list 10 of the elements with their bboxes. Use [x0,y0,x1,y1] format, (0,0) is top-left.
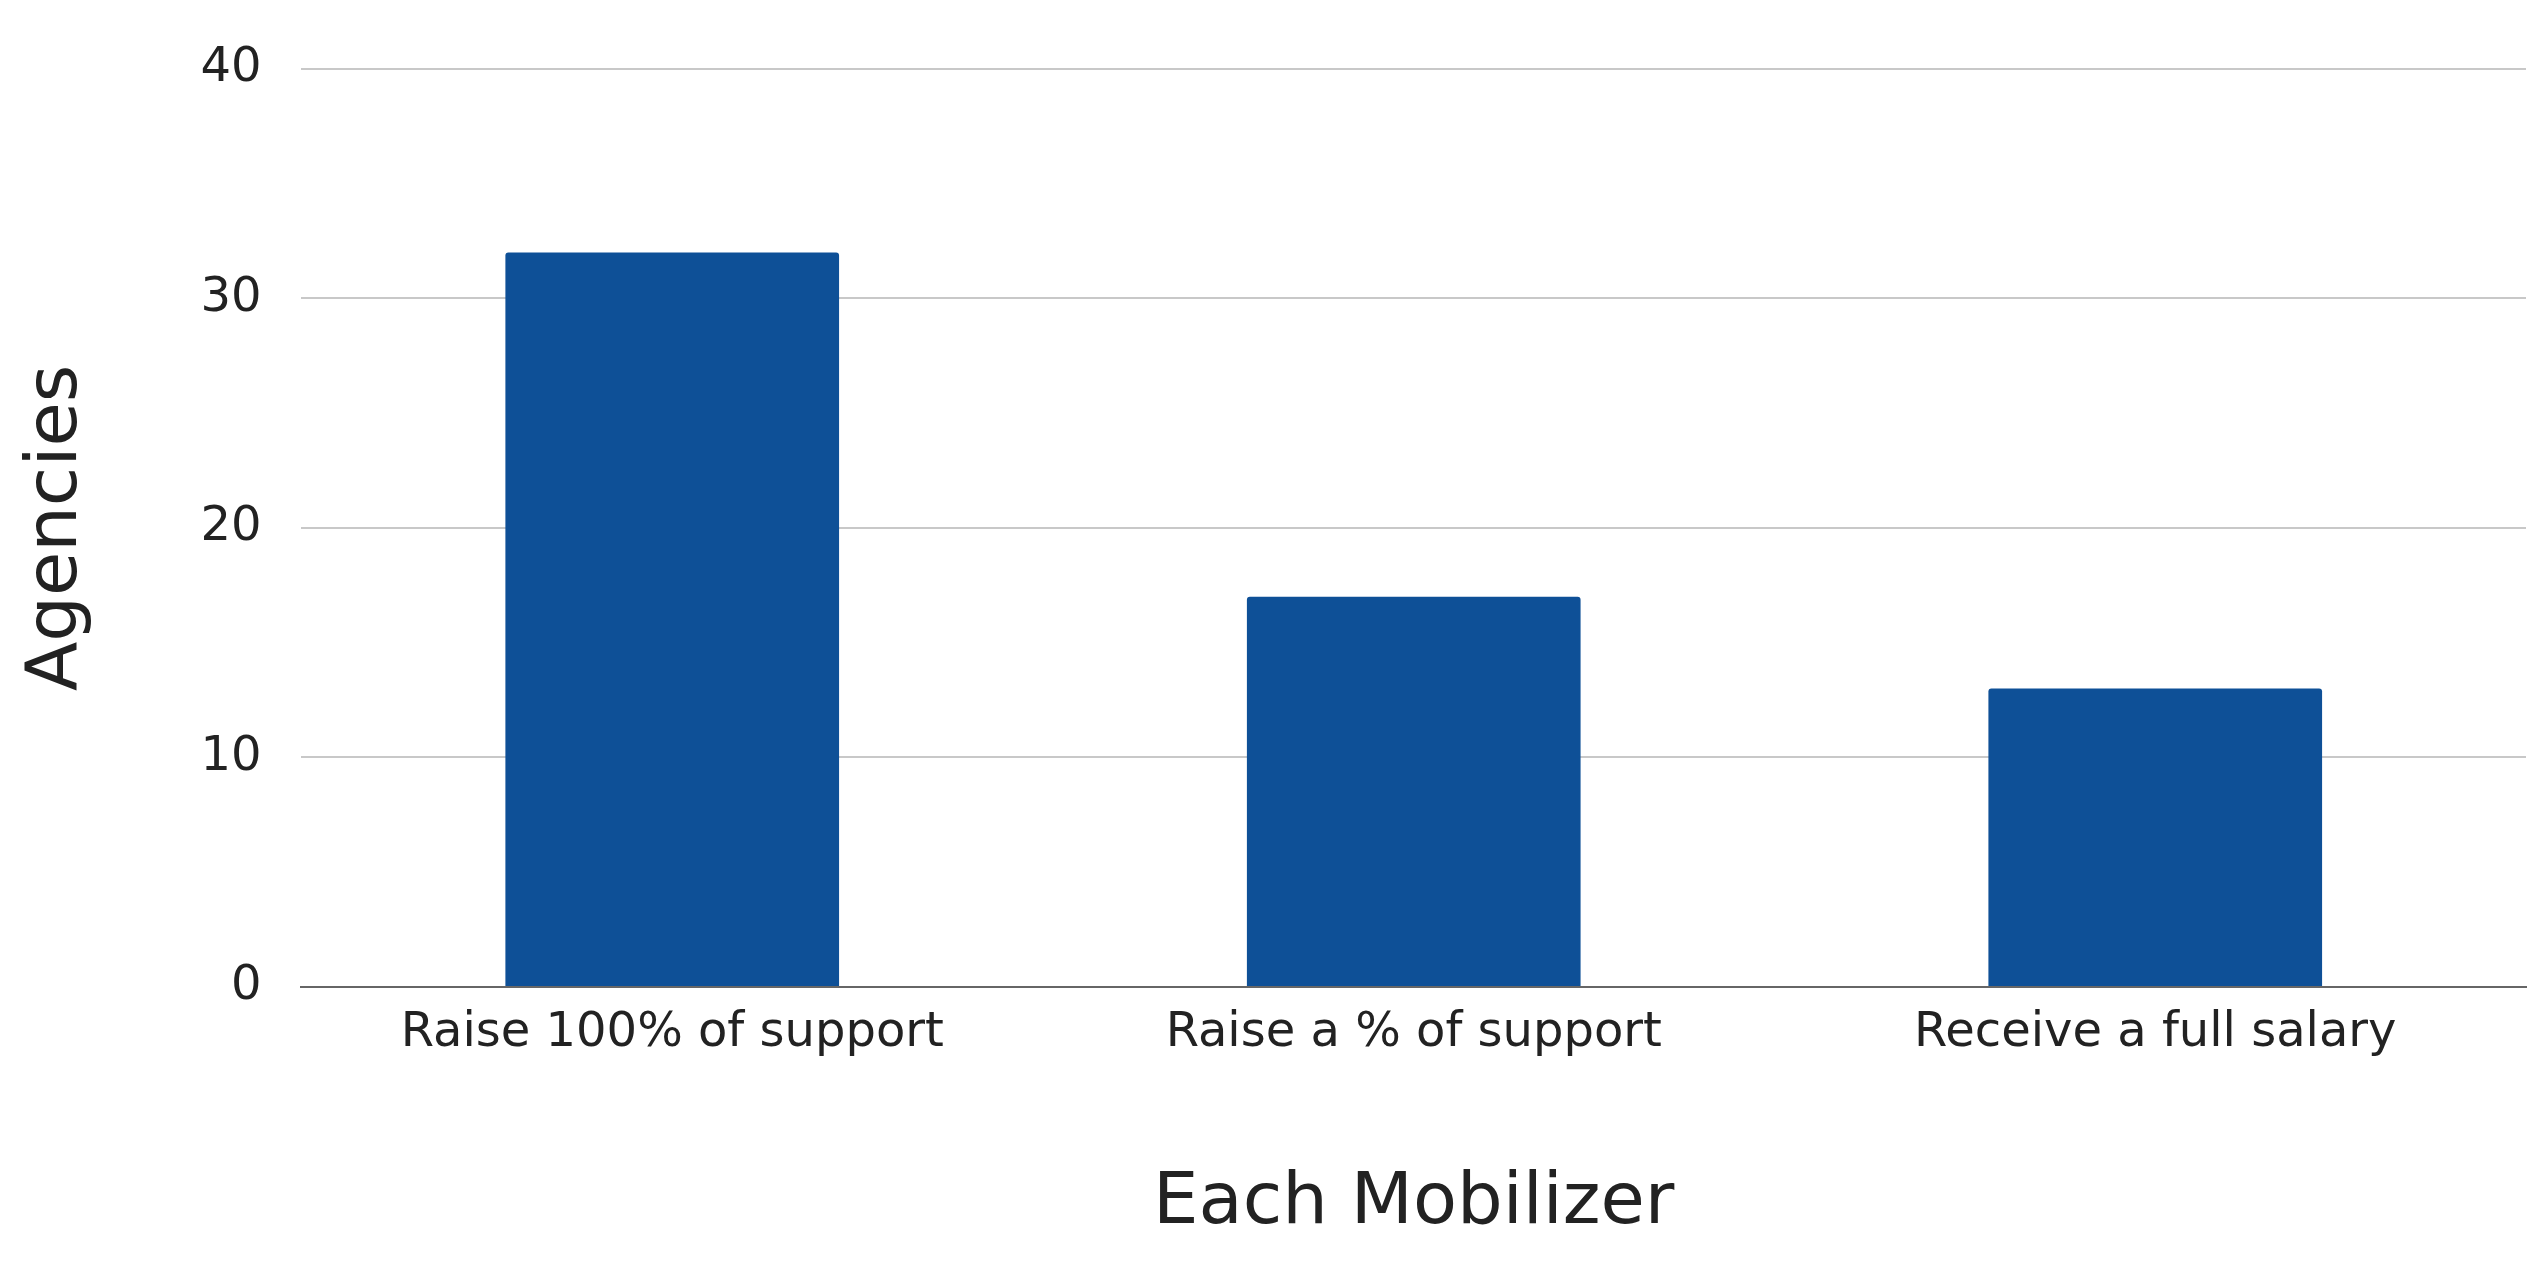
y-tick-label: 30 [200,265,262,322]
x-axis-title: Each Mobilizer [1153,1155,1675,1240]
x-tick-label: Raise a % of support [1165,1001,1662,1058]
x-tick-label: Raise 100% of support [400,1001,944,1058]
x-tick-label: Receive a full salary [1914,1001,2397,1058]
y-tick-label: 10 [200,724,262,781]
y-axis-title: Agencies [8,364,93,692]
y-tick-label: 0 [230,954,262,1011]
y-tick-label: 20 [200,495,262,552]
y-tick-label: 40 [200,36,262,93]
